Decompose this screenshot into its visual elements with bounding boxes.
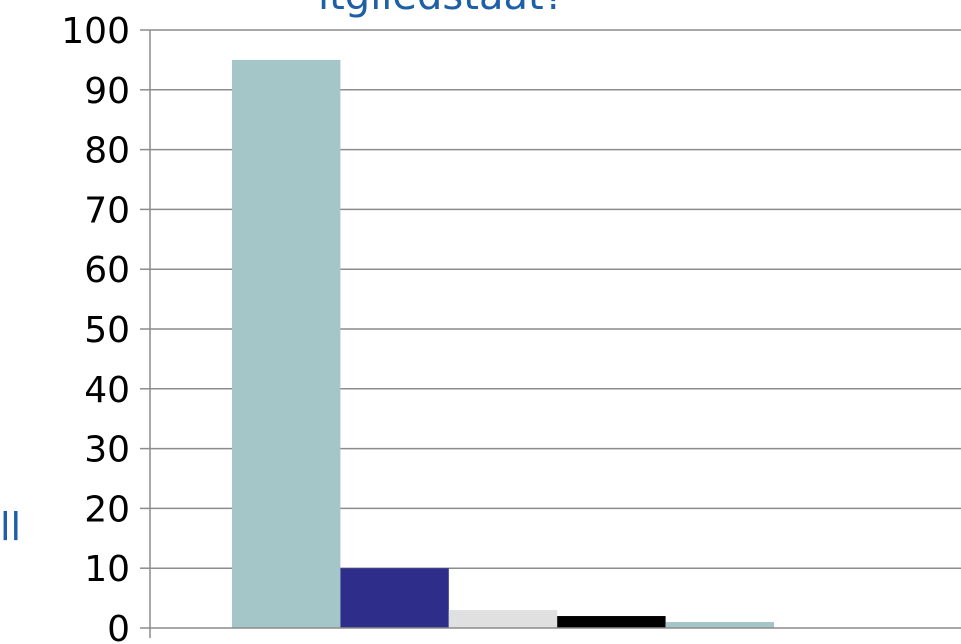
y-tick-label: 30 [84, 430, 130, 471]
side-text-fragment: ll [0, 505, 22, 549]
bar [557, 616, 666, 628]
bar-group [232, 59, 774, 628]
bar [665, 622, 774, 628]
y-tick-label: 60 [84, 250, 130, 291]
y-tick-label: 90 [84, 71, 130, 112]
y-tick-label: 40 [84, 370, 130, 411]
bar [448, 610, 558, 628]
chart-title-fragment: itgliedstaat? [318, 0, 565, 16]
y-tick-labels: 0 10 20 30 40 50 60 70 80 90 100 [61, 11, 130, 644]
y-tick-label: 50 [84, 310, 130, 351]
y-tick-label: 80 [84, 131, 130, 172]
y-tick-label: 70 [84, 190, 130, 231]
y-tick-label: 0 [107, 609, 130, 644]
bar [340, 568, 449, 628]
bar [232, 59, 341, 628]
y-tick-label: 20 [84, 489, 130, 530]
axes [149, 30, 961, 638]
y-tick-label: 100 [61, 11, 130, 52]
y-tick-label: 10 [84, 549, 130, 590]
